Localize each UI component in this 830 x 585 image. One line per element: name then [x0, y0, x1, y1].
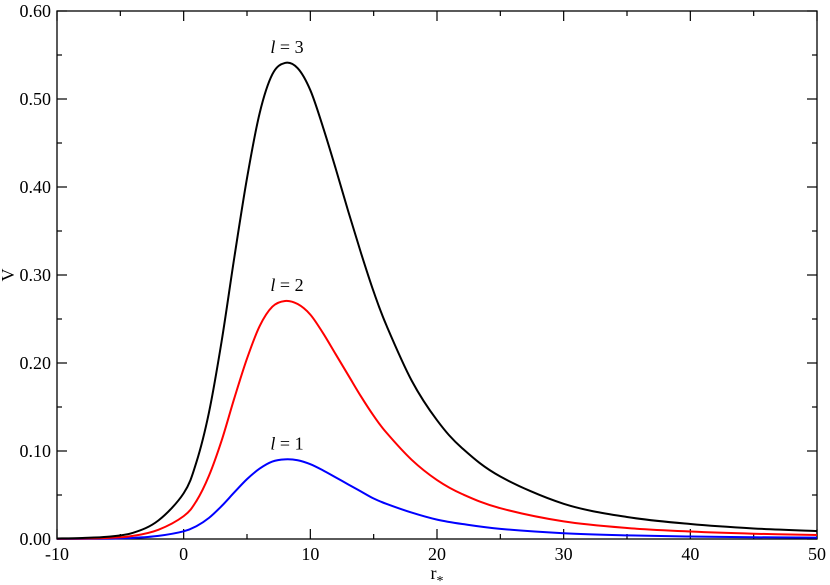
x-tick-label: 50: [808, 544, 826, 564]
x-axis-title: r*: [431, 563, 444, 585]
series-label-3: l = 3: [270, 37, 303, 57]
series-line-1: [56, 458, 818, 540]
plot-frame: [56, 10, 818, 540]
curves: [56, 61, 818, 540]
y-tick-label: 0.20: [20, 353, 52, 373]
series-line-2: [56, 299, 818, 540]
x-tick-label: 20: [428, 544, 446, 564]
y-tick-label: 0.30: [20, 265, 52, 285]
y-tick-label: 0.40: [20, 177, 52, 197]
x-tick-label: 40: [681, 544, 699, 564]
y-tick-label: 0.10: [20, 441, 52, 461]
y-tick-label: 0.60: [20, 1, 52, 21]
x-tick-label: 0: [179, 544, 188, 564]
series-label-2: l = 2: [270, 275, 303, 295]
axis-ticks: -10 0 10 20 30 40 50 0.00 0.10 0.20 0.30 0.40 0.50 0.…: [20, 1, 827, 564]
y-tick-label: 0.50: [20, 89, 52, 109]
x-axis-title-subscript: *: [437, 574, 444, 585]
x-tick-label: 30: [555, 544, 573, 564]
series-line-3: [56, 61, 818, 540]
x-tick-label: 10: [301, 544, 319, 564]
x-axis-title-main: r: [431, 563, 437, 583]
x-tick-label: -10: [45, 544, 69, 564]
curve-labels: l = 1 l = 2 l = 3: [270, 37, 303, 453]
y-tick-label: 0.00: [20, 529, 52, 549]
y-axis-title: V: [0, 269, 18, 282]
series-label-1: l = 1: [270, 433, 303, 453]
